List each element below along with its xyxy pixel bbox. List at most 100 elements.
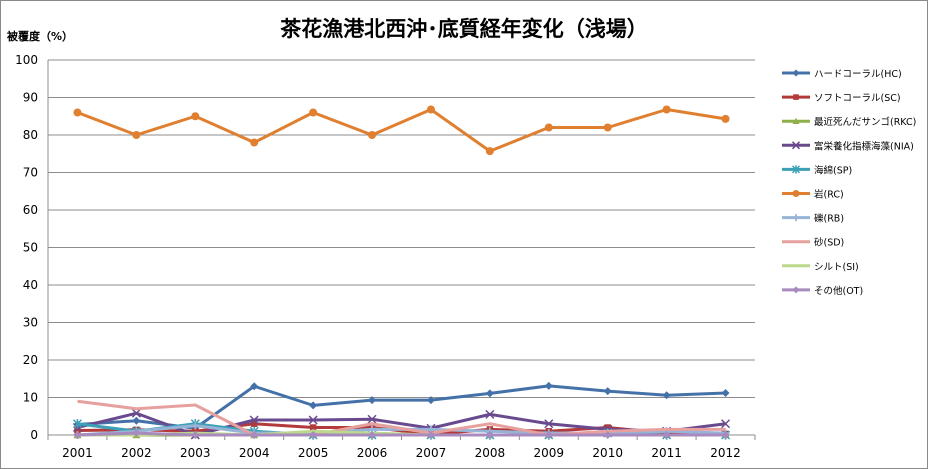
data-point [368, 431, 377, 439]
x-tick-label: 2009 [534, 446, 565, 460]
y-tick-label: 70 [23, 166, 38, 180]
data-point [191, 431, 200, 439]
data-point [721, 389, 730, 397]
data-point [426, 396, 435, 405]
data-point [485, 147, 494, 156]
data-point [793, 94, 799, 100]
y-tick-label: 30 [23, 316, 38, 330]
data-point [309, 431, 318, 439]
data-point [368, 396, 377, 405]
data-point [308, 415, 318, 425]
data-point [791, 141, 801, 150]
data-point [426, 105, 435, 114]
y-tick-label: 90 [23, 91, 38, 105]
legend-label: ソフトコーラル(SC) [814, 93, 901, 104]
data-point [132, 131, 141, 139]
legend-label: 礫(RB) [814, 213, 844, 225]
x-tick-label: 2007 [416, 446, 447, 460]
series-line [73, 429, 730, 439]
series-lines [72, 105, 731, 440]
series-line [77, 399, 726, 437]
data-point [132, 416, 141, 425]
y-tick-label: 100 [15, 53, 38, 67]
series-path [77, 431, 726, 437]
legend-label: 富栄養化指標海藻(NIA) [814, 140, 914, 152]
legend-label: ハードコーラル(HC) [814, 69, 902, 80]
data-point [132, 429, 141, 438]
legend-item: 砂(SD) [782, 237, 844, 249]
data-point [309, 424, 317, 431]
legend-label: 砂(SD) [814, 237, 844, 249]
series-line [73, 105, 730, 156]
legend-item: 海綿(SP) [782, 164, 852, 176]
data-point [721, 419, 731, 429]
chart-title: 茶花漁港北西沖･底質経年変化（浅場） [280, 17, 648, 41]
y-tick-label: 0 [30, 428, 38, 442]
data-point [721, 114, 730, 123]
legend-item: ハードコーラル(HC) [782, 69, 902, 80]
legend-item: 岩(RC) [782, 189, 844, 201]
data-point [368, 131, 377, 139]
y-tick-label: 80 [23, 128, 38, 142]
x-tick-label: 2006 [357, 446, 388, 460]
data-point [662, 105, 671, 114]
legend-item: シルト(SI) [782, 262, 859, 273]
series-path [77, 399, 726, 437]
legend-label: シルト(SI) [814, 262, 859, 273]
legend-item: ソフトコーラル(SC) [782, 93, 901, 104]
data-point [792, 190, 800, 197]
data-point [544, 419, 554, 429]
data-point [131, 408, 141, 418]
x-axis-ticks: 2001 2002 2003 2004 2005 2006 2007 2008 2009 2010… [47, 435, 756, 460]
legend-label: その他(OT) [814, 285, 863, 297]
data-point [249, 415, 259, 425]
x-tick-label: 2008 [475, 446, 506, 460]
y-tick-label: 60 [23, 203, 38, 217]
data-point [191, 112, 200, 121]
data-point [73, 431, 82, 439]
data-point [792, 286, 800, 294]
y-tick-label: 40 [23, 278, 38, 292]
y-tick-label: 10 [23, 391, 38, 405]
legend-item: 礫(RB) [782, 213, 844, 225]
x-tick-label: 2004 [239, 446, 270, 460]
legend-label: 岩(RC) [814, 189, 844, 201]
data-point [74, 427, 81, 434]
data-point [191, 421, 200, 430]
data-point [604, 424, 611, 431]
data-point [544, 381, 553, 390]
x-tick-label: 2003 [180, 446, 211, 460]
data-point [544, 431, 553, 439]
data-point [309, 108, 318, 117]
data-point [251, 420, 258, 427]
series-path [76, 108, 726, 153]
data-point [485, 409, 495, 419]
data-point [72, 418, 82, 429]
data-point [791, 165, 801, 174]
gridlines [48, 59, 755, 398]
legend-label: 海綿(SP) [814, 164, 852, 176]
x-tick-label: 2001 [62, 446, 93, 460]
legend-label: 最近死んだサンゴ(RKC) [814, 116, 916, 128]
legend-item: 最近死んだサンゴ(RKC) [782, 116, 916, 128]
y-tick-label: 20 [23, 353, 38, 367]
data-point [250, 138, 259, 147]
x-tick-label: 2012 [710, 446, 741, 460]
data-point [603, 123, 612, 132]
data-point [250, 382, 259, 391]
data-point [309, 401, 318, 410]
y-tick-label: 50 [23, 241, 38, 255]
data-point [485, 389, 494, 398]
legend-item: 富栄養化指標海藻(NIA) [782, 140, 914, 152]
legend: ハードコーラル(HC) ソフトコーラル(SC) 最近死んだサンゴ(RKC) 富栄養化指… [782, 69, 916, 297]
data-point [485, 431, 494, 439]
y-axis-ticks: 0 10 20 30 40 50 60 70 80 90 100 [15, 53, 38, 442]
data-point [426, 431, 435, 439]
data-point [792, 117, 800, 124]
data-point [721, 431, 730, 439]
data-point [603, 431, 612, 439]
legend-item: その他(OT) [782, 285, 863, 297]
x-tick-label: 2005 [298, 446, 329, 460]
x-tick-label: 2010 [592, 446, 623, 460]
